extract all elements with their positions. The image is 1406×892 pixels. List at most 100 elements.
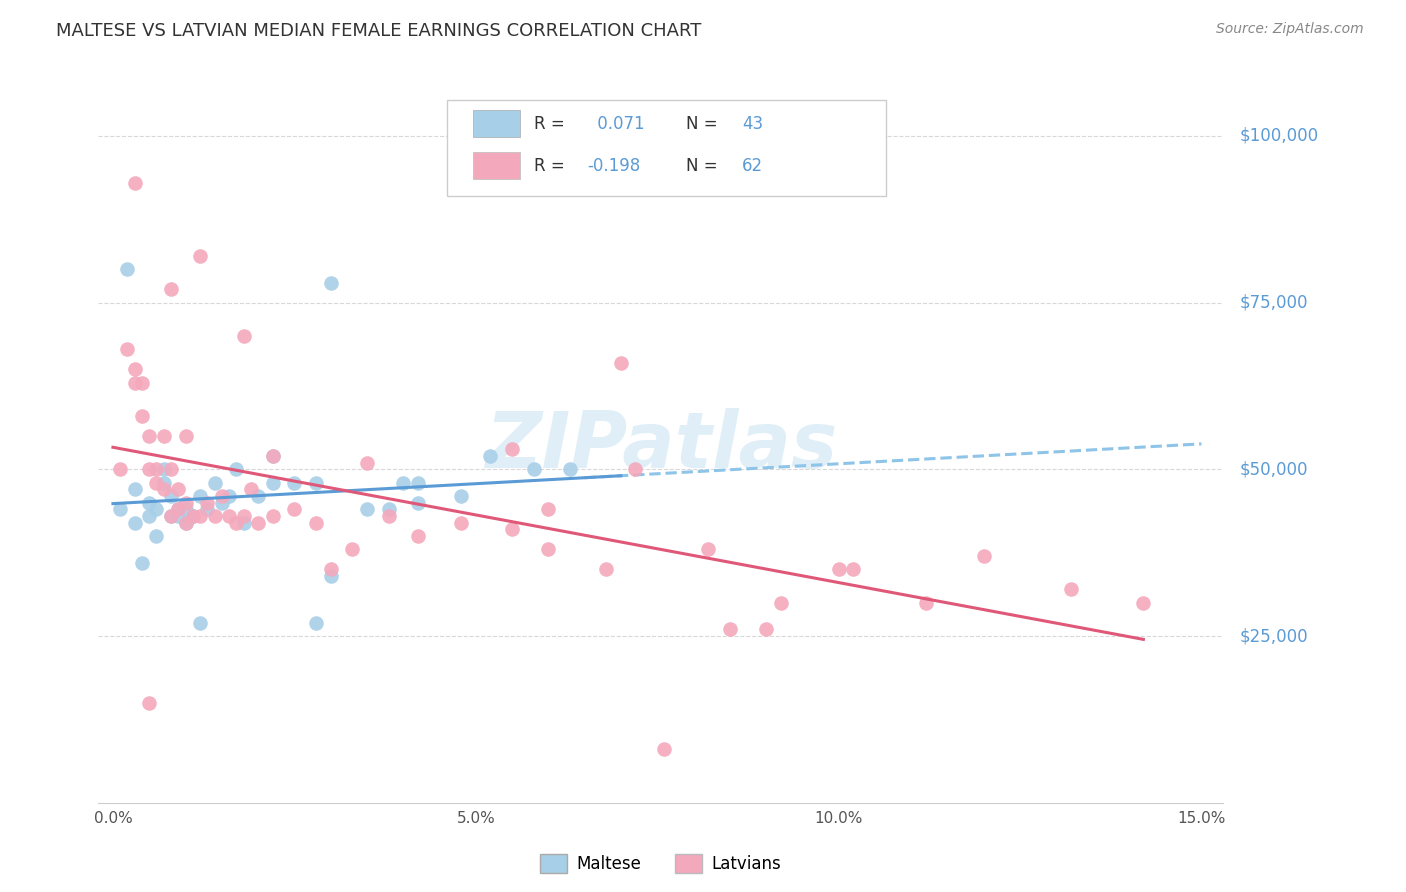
Point bbox=[204, 475, 226, 490]
Legend: Maltese, Latvians: Maltese, Latvians bbox=[533, 847, 789, 880]
Point bbox=[160, 509, 183, 524]
Point bbox=[218, 489, 240, 503]
Point bbox=[124, 516, 146, 530]
Point bbox=[181, 509, 204, 524]
Point bbox=[406, 529, 429, 543]
Point bbox=[160, 509, 183, 524]
Point bbox=[174, 496, 197, 510]
Point bbox=[827, 562, 849, 576]
Point bbox=[537, 542, 560, 557]
Text: N =: N = bbox=[686, 115, 723, 133]
Point bbox=[167, 509, 190, 524]
Point bbox=[152, 483, 174, 497]
Point bbox=[406, 475, 429, 490]
Point bbox=[232, 516, 254, 530]
Point bbox=[305, 475, 328, 490]
Text: $25,000: $25,000 bbox=[1240, 627, 1309, 645]
Point bbox=[138, 429, 160, 443]
Point bbox=[167, 502, 190, 516]
Point bbox=[188, 489, 211, 503]
Point bbox=[392, 475, 415, 490]
Text: R =: R = bbox=[534, 115, 569, 133]
Point bbox=[262, 475, 284, 490]
Point bbox=[697, 542, 720, 557]
Point bbox=[117, 343, 139, 357]
Point bbox=[124, 483, 146, 497]
Text: -0.198: -0.198 bbox=[588, 157, 641, 175]
Point bbox=[145, 462, 167, 476]
Point bbox=[247, 489, 270, 503]
Point bbox=[188, 615, 211, 630]
Point bbox=[131, 409, 153, 423]
Point bbox=[131, 556, 153, 570]
FancyBboxPatch shape bbox=[447, 100, 886, 196]
Point bbox=[108, 502, 131, 516]
Point bbox=[377, 509, 399, 524]
Point bbox=[138, 462, 160, 476]
Point bbox=[842, 562, 865, 576]
Point bbox=[610, 356, 633, 370]
Text: ZIPatlas: ZIPatlas bbox=[485, 408, 837, 484]
Point bbox=[160, 489, 183, 503]
Text: 0.071: 0.071 bbox=[592, 115, 645, 133]
Point bbox=[654, 742, 676, 756]
FancyBboxPatch shape bbox=[472, 153, 520, 179]
Point bbox=[160, 462, 183, 476]
Point bbox=[537, 502, 560, 516]
Point bbox=[124, 176, 146, 190]
Text: N =: N = bbox=[686, 157, 723, 175]
Point bbox=[377, 502, 399, 516]
Point bbox=[1132, 596, 1154, 610]
Point bbox=[145, 502, 167, 516]
Point bbox=[755, 623, 778, 637]
Point bbox=[174, 429, 197, 443]
Text: Source: ZipAtlas.com: Source: ZipAtlas.com bbox=[1216, 22, 1364, 37]
Point bbox=[406, 496, 429, 510]
Point bbox=[283, 475, 305, 490]
Point bbox=[718, 623, 741, 637]
Point bbox=[167, 502, 190, 516]
Point bbox=[1060, 582, 1083, 597]
Text: 62: 62 bbox=[742, 157, 763, 175]
Point bbox=[319, 569, 342, 583]
Point bbox=[152, 462, 174, 476]
Point bbox=[232, 329, 254, 343]
Point bbox=[479, 449, 502, 463]
Point bbox=[138, 696, 160, 710]
Text: $50,000: $50,000 bbox=[1240, 460, 1309, 478]
Point bbox=[595, 562, 617, 576]
Point bbox=[117, 262, 139, 277]
Point bbox=[624, 462, 647, 476]
Point bbox=[188, 249, 211, 263]
Point bbox=[501, 522, 523, 536]
Point bbox=[225, 516, 247, 530]
Point bbox=[218, 509, 240, 524]
Text: $100,000: $100,000 bbox=[1240, 127, 1319, 145]
Point bbox=[174, 502, 197, 516]
Point bbox=[558, 462, 581, 476]
Point bbox=[152, 475, 174, 490]
Point bbox=[145, 529, 167, 543]
Point bbox=[319, 562, 342, 576]
Point bbox=[450, 489, 472, 503]
Text: 43: 43 bbox=[742, 115, 763, 133]
Point bbox=[342, 542, 364, 557]
Point bbox=[174, 516, 197, 530]
Point bbox=[131, 376, 153, 390]
Point bbox=[769, 596, 792, 610]
Point bbox=[239, 483, 262, 497]
Point bbox=[356, 502, 378, 516]
Point bbox=[305, 516, 328, 530]
Point bbox=[356, 456, 378, 470]
FancyBboxPatch shape bbox=[472, 111, 520, 137]
Point bbox=[283, 502, 305, 516]
Point bbox=[195, 496, 218, 510]
Text: R =: R = bbox=[534, 157, 569, 175]
Point bbox=[450, 516, 472, 530]
Point bbox=[124, 362, 146, 376]
Point bbox=[124, 376, 146, 390]
Point bbox=[167, 483, 190, 497]
Point bbox=[145, 475, 167, 490]
Point bbox=[523, 462, 546, 476]
Point bbox=[319, 276, 342, 290]
